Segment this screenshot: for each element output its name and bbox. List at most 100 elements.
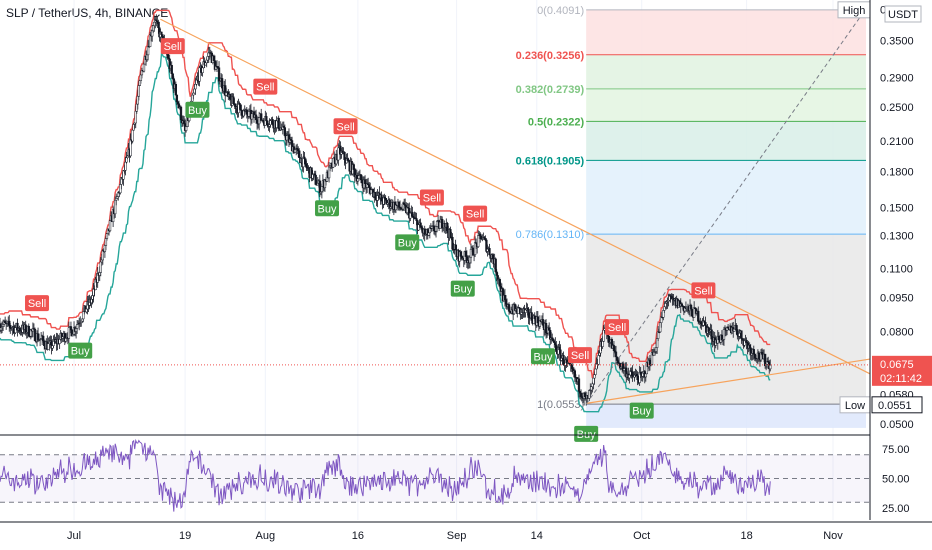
- badge-bg: [463, 205, 488, 222]
- fib-level-label: 0.236(0.3256): [516, 50, 585, 62]
- fib-level-label: 0(0.4091): [537, 5, 584, 17]
- price-tick-label: 0.2900: [880, 73, 914, 85]
- badge-bg: [185, 101, 210, 118]
- buy-signal-badge: Buy: [450, 280, 475, 297]
- sell-signal-badge: Sell: [333, 118, 358, 135]
- candle-body: [479, 233, 482, 237]
- high-label-text: High: [843, 5, 866, 17]
- candle-body: [137, 85, 140, 97]
- supertrend-down-line: [0, 9, 771, 379]
- badge-bg: [574, 425, 599, 442]
- badge-label: Buy: [188, 105, 207, 117]
- buy-signal-badge: Buy: [395, 234, 420, 251]
- badge-bg: [160, 38, 185, 55]
- badge-bg: [568, 347, 592, 364]
- currency-box: [884, 5, 922, 23]
- badge-label: Sell: [608, 322, 626, 334]
- rsi-tick-label: 75.00: [882, 444, 910, 456]
- candle-body: [285, 135, 289, 141]
- badge-bg: [530, 348, 555, 365]
- time-tick-label: Nov: [823, 530, 843, 542]
- badge-bg: [450, 280, 475, 297]
- sell-signal-badge: Sell: [605, 319, 630, 336]
- low-value-bg: [871, 396, 923, 414]
- price-tick-label: 0.1300: [880, 231, 914, 243]
- sell-signal-badge: Sell: [25, 295, 50, 312]
- badge-label: Buy: [318, 203, 337, 215]
- buy-signal-badge: Buy: [574, 425, 599, 442]
- price-axis-bg: [870, 0, 932, 550]
- sell-signal-badge: Sell: [253, 78, 278, 95]
- candle-body: [753, 353, 756, 359]
- candle-body: [769, 364, 772, 370]
- rsi-line: [0, 438, 771, 512]
- fib-zone: [586, 88, 866, 122]
- candle-body: [277, 117, 280, 130]
- supertrend-up-line: [0, 52, 771, 413]
- time-tick-label: Sep: [447, 530, 467, 542]
- low-label: Low: [839, 396, 871, 414]
- fib-zone: [586, 121, 866, 161]
- price-tick-label: 0.2100: [880, 136, 914, 148]
- sell-signal-badge: Sell: [691, 282, 716, 299]
- buy-signal-badge: Buy: [530, 348, 555, 365]
- fib-trend-dashed: [585, 11, 865, 405]
- price-tick-label: 0.1100: [880, 264, 913, 276]
- badge-label: Sell: [256, 82, 274, 94]
- time-tick-label: Jul: [67, 530, 81, 542]
- badge-bg: [419, 189, 444, 206]
- badge-label: Sell: [694, 285, 712, 297]
- badge-bg: [253, 78, 278, 95]
- chart-title: SLP / TetherUS, 4h, BINANCE: [6, 6, 169, 20]
- badge-label: Sell: [466, 209, 484, 221]
- price-tick-label: 0.3500: [880, 36, 914, 48]
- price-tick-label: 0.0800: [880, 326, 914, 338]
- fib-zone: [586, 160, 866, 235]
- candle-body: [488, 248, 491, 256]
- candle-body: [544, 323, 548, 334]
- candle-body: [160, 31, 163, 35]
- high-label: High: [837, 1, 871, 19]
- trendline-resistance: [160, 18, 871, 375]
- time-tick-label: 19: [179, 530, 191, 542]
- badge-bg: [629, 402, 654, 419]
- badge-bg: [395, 234, 420, 251]
- sell-signal-badge: Sell: [419, 189, 444, 206]
- rsi-tick-label: 25.00: [882, 503, 910, 515]
- price-tick-label: 0.0950: [880, 292, 914, 304]
- trendline-support: [586, 358, 871, 404]
- candle-body: [644, 373, 647, 378]
- time-tick-label: 16: [352, 530, 364, 542]
- candle-body: [601, 341, 604, 347]
- currency-text: USDT: [888, 9, 918, 21]
- rsi-tick-label: 50.00: [882, 474, 910, 486]
- low-label-text: Low: [845, 400, 865, 412]
- buy-signal-badge: Buy: [185, 101, 210, 118]
- candle-body: [131, 129, 134, 142]
- low-value-text: 0.0551: [878, 400, 912, 412]
- badge-label: Buy: [453, 284, 472, 296]
- candle-body: [577, 378, 581, 392]
- buy-signal-badge: Buy: [315, 200, 340, 217]
- badge-bg: [68, 342, 93, 359]
- candle-body: [108, 220, 112, 232]
- badge-bg: [25, 295, 50, 312]
- time-tick-label: 18: [740, 530, 752, 542]
- fib-level-label: 0.618(0.1905): [516, 155, 585, 167]
- fib-zone: [586, 54, 866, 89]
- fib-zone: [586, 9, 866, 55]
- badge-label: Sell: [423, 192, 441, 204]
- fib-level-label: 0.5(0.2322): [528, 116, 585, 128]
- badge-label: Sell: [164, 41, 182, 53]
- candle-body: [597, 355, 600, 365]
- sell-signal-badge: Sell: [160, 38, 185, 55]
- countdown-text: 02:11:42: [880, 373, 922, 385]
- candle-body: [438, 221, 442, 229]
- candle-body: [740, 330, 743, 339]
- sell-signal-badge: Sell: [463, 205, 488, 222]
- price-tick-label: 0.1800: [880, 167, 914, 179]
- fib-level-label: 1(0.0553): [537, 399, 584, 411]
- badge-label: Buy: [71, 346, 90, 358]
- candle-body: [507, 304, 511, 312]
